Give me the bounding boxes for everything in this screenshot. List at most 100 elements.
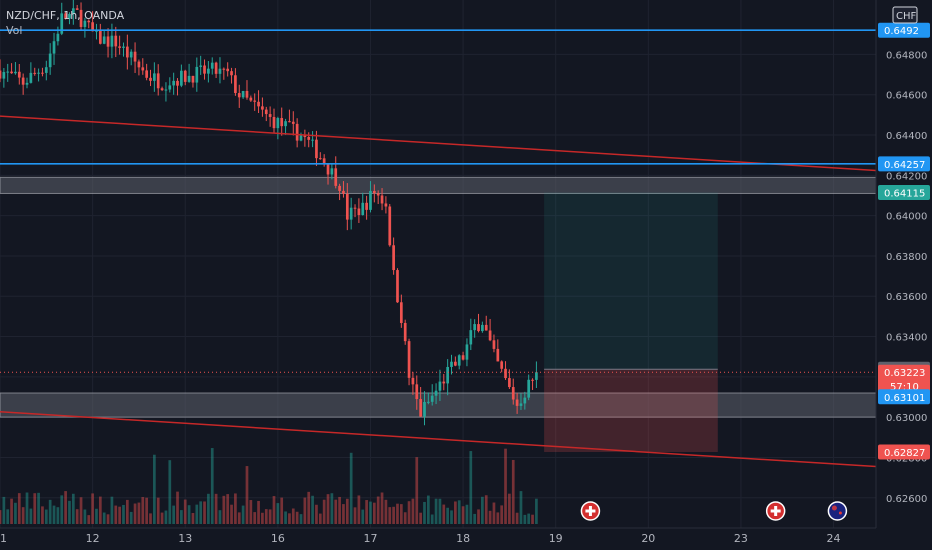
candle-body — [56, 33, 60, 42]
volume-bar — [523, 514, 527, 524]
volume-bar — [361, 509, 365, 524]
price-tick-label: 0.63600 — [886, 292, 927, 303]
support-resistance-zone[interactable] — [0, 176, 877, 194]
volume-bar — [141, 497, 145, 524]
candle-body — [222, 68, 226, 70]
candle-body — [79, 9, 83, 27]
event-markers[interactable] — [580, 501, 848, 521]
candle-body — [37, 72, 40, 74]
volume-bar — [380, 492, 384, 524]
candle-body — [257, 101, 260, 107]
candle-body — [230, 71, 233, 76]
volume-bar — [492, 502, 496, 524]
chart-legend: NZD/CHF, 1h, OANDA Vol — [6, 8, 124, 38]
volume-bar — [245, 466, 249, 524]
candle-body — [442, 381, 446, 384]
candle-body — [226, 68, 230, 72]
candle-body — [187, 75, 191, 82]
trendline[interactable] — [0, 115, 877, 172]
candle-body — [311, 139, 314, 141]
volume-bar — [264, 509, 268, 524]
candle-body — [342, 190, 345, 194]
volume-legend[interactable]: Vol — [6, 24, 23, 37]
candle-body — [237, 93, 241, 98]
grid — [0, 0, 876, 528]
volume-bar — [110, 496, 114, 524]
candle-body — [137, 61, 141, 68]
candle-body — [253, 100, 257, 102]
long-position-tool[interactable] — [544, 192, 718, 453]
price-label-tag[interactable] — [878, 156, 930, 172]
candle-body — [477, 324, 480, 332]
time-tick-label: 23 — [734, 532, 748, 545]
price-label-tag[interactable] — [878, 444, 930, 460]
price-label-tag[interactable] — [878, 184, 930, 200]
candle-body — [303, 135, 307, 137]
candle-body — [245, 90, 249, 98]
price-label-tag[interactable] — [878, 389, 930, 405]
trendlines[interactable] — [0, 115, 877, 468]
volume-bar — [369, 501, 372, 524]
horizontal-lines[interactable] — [0, 29, 876, 165]
time-tick-label: 20 — [641, 532, 655, 545]
volume-bar — [183, 499, 187, 524]
volume-bar — [288, 513, 291, 524]
stop-zone[interactable] — [544, 369, 718, 453]
price-tick-label: 0.64400 — [886, 131, 927, 142]
candle-body — [114, 35, 118, 47]
price-label-text: 0.63101 — [884, 393, 925, 404]
candle-body — [511, 387, 515, 400]
candle-body — [500, 361, 504, 369]
volume-bar — [249, 500, 253, 524]
candle-body — [415, 384, 419, 400]
price-axis[interactable]: 0.626000.628000.630000.632000.634000.636… — [875, 0, 932, 550]
support-resistance-zone[interactable] — [0, 392, 877, 418]
volume-bar — [388, 507, 392, 524]
volume-bar — [527, 513, 531, 524]
time-tick-label: 18 — [456, 532, 470, 545]
time-axis[interactable]: 11 12 13 16 17 18 19 20 23 24 — [0, 527, 876, 550]
volume-bar — [48, 499, 52, 524]
volume-bar — [214, 493, 218, 524]
swiss-flag-cross — [585, 509, 596, 513]
volume-bar — [44, 509, 48, 524]
volume-bar — [145, 497, 148, 524]
price-label-tag[interactable] — [878, 364, 930, 395]
candle-body — [17, 71, 21, 78]
trendline[interactable] — [0, 410, 877, 468]
candle-body — [492, 340, 496, 349]
nz-flag-icon[interactable] — [827, 501, 848, 521]
candle-body — [153, 73, 156, 81]
volume-bar — [353, 507, 357, 524]
candle-body — [110, 35, 114, 47]
volume-bar — [207, 493, 210, 524]
volume-bar — [330, 493, 334, 524]
volume-bar — [118, 506, 121, 524]
candle-body — [450, 361, 453, 367]
volume-bar — [237, 512, 241, 524]
candle-body — [353, 207, 357, 209]
candle-body — [218, 68, 222, 74]
candle-body — [133, 51, 137, 62]
volume-bar — [481, 496, 484, 524]
candle-body — [199, 65, 203, 67]
volume-bar — [87, 515, 91, 524]
symbol-title[interactable]: NZD/CHF, 1h, OANDA — [6, 9, 125, 22]
candle-body — [307, 136, 311, 140]
candle-body — [535, 372, 538, 380]
profit-zone[interactable] — [544, 192, 718, 370]
candle-body — [41, 72, 44, 74]
volume-bar — [156, 497, 160, 524]
currency-badge[interactable] — [892, 6, 918, 24]
volume-bar — [234, 493, 237, 524]
volume-bar — [427, 495, 430, 524]
candle-body — [183, 70, 187, 82]
price-label-tag[interactable] — [878, 22, 930, 38]
candle-body — [295, 123, 299, 141]
volume-bar — [430, 514, 434, 524]
candle-body — [318, 158, 322, 160]
candle-body — [508, 378, 511, 388]
volume-bar — [392, 506, 395, 524]
candle-body — [71, 8, 75, 14]
